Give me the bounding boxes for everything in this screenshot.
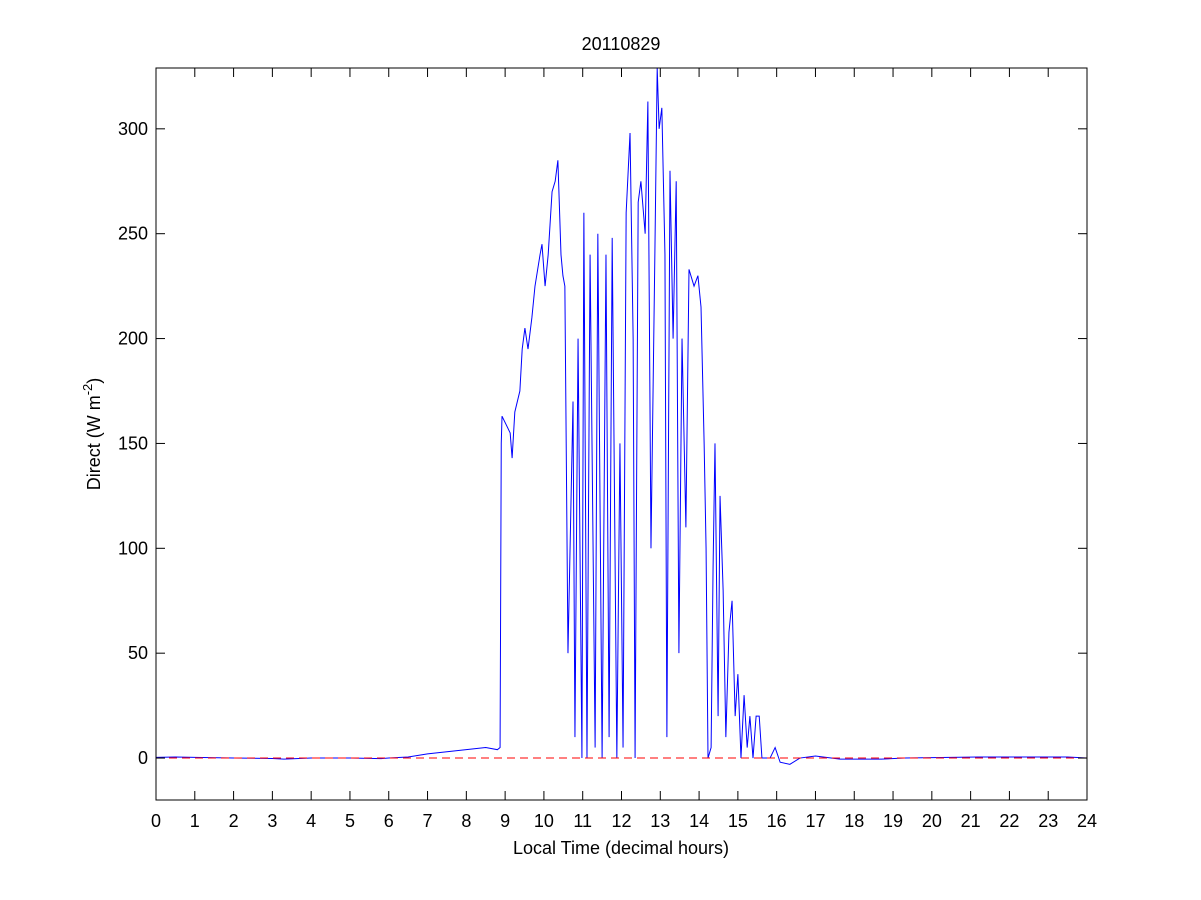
x-tick-label: 18 xyxy=(844,811,864,831)
x-tick-label: 6 xyxy=(384,811,394,831)
x-tick-label: 22 xyxy=(999,811,1019,831)
chart-title: 20110829 xyxy=(582,34,661,54)
x-tick-label: 15 xyxy=(728,811,748,831)
x-tick-label: 23 xyxy=(1038,811,1058,831)
x-tick-label: 3 xyxy=(267,811,277,831)
x-tick-label: 7 xyxy=(423,811,433,831)
x-tick-label: 12 xyxy=(611,811,631,831)
y-tick-label: 150 xyxy=(118,433,148,453)
x-tick-label: 21 xyxy=(961,811,981,831)
x-tick-label: 9 xyxy=(500,811,510,831)
y-tick-label: 250 xyxy=(118,224,148,244)
x-tick-label: 5 xyxy=(345,811,355,831)
x-tick-label: 4 xyxy=(306,811,316,831)
y-tick-label: 100 xyxy=(118,538,148,558)
x-tick-label: 16 xyxy=(767,811,787,831)
x-tick-label: 14 xyxy=(689,811,709,831)
y-tick-label: 50 xyxy=(128,643,148,663)
x-tick-label: 10 xyxy=(534,811,554,831)
x-tick-label: 24 xyxy=(1077,811,1097,831)
x-tick-label: 1 xyxy=(190,811,200,831)
y-axis-label-text: Direct (W m xyxy=(84,395,104,490)
y-tick-label: 200 xyxy=(118,329,148,349)
data-line xyxy=(155,67,1088,765)
x-tick-label: 11 xyxy=(573,811,592,831)
x-axis-label: Local Time (decimal hours) xyxy=(513,838,729,858)
y-axis-label-end: ) xyxy=(84,378,104,384)
x-tick-label: 2 xyxy=(229,811,239,831)
x-tick-label: 0 xyxy=(151,811,161,831)
y-tick-label: 300 xyxy=(118,119,148,139)
x-tick-label: 17 xyxy=(805,811,825,831)
x-tick-label: 19 xyxy=(883,811,903,831)
y-tick-label: 0 xyxy=(138,748,148,768)
x-tick-label: 13 xyxy=(650,811,670,831)
plot-area xyxy=(156,68,1087,800)
y-axis-label: Direct (W m-2) xyxy=(80,378,104,491)
x-tick-label: 20 xyxy=(922,811,942,831)
y-axis-label-sup: -2 xyxy=(80,384,95,396)
x-tick-label: 8 xyxy=(461,811,471,831)
